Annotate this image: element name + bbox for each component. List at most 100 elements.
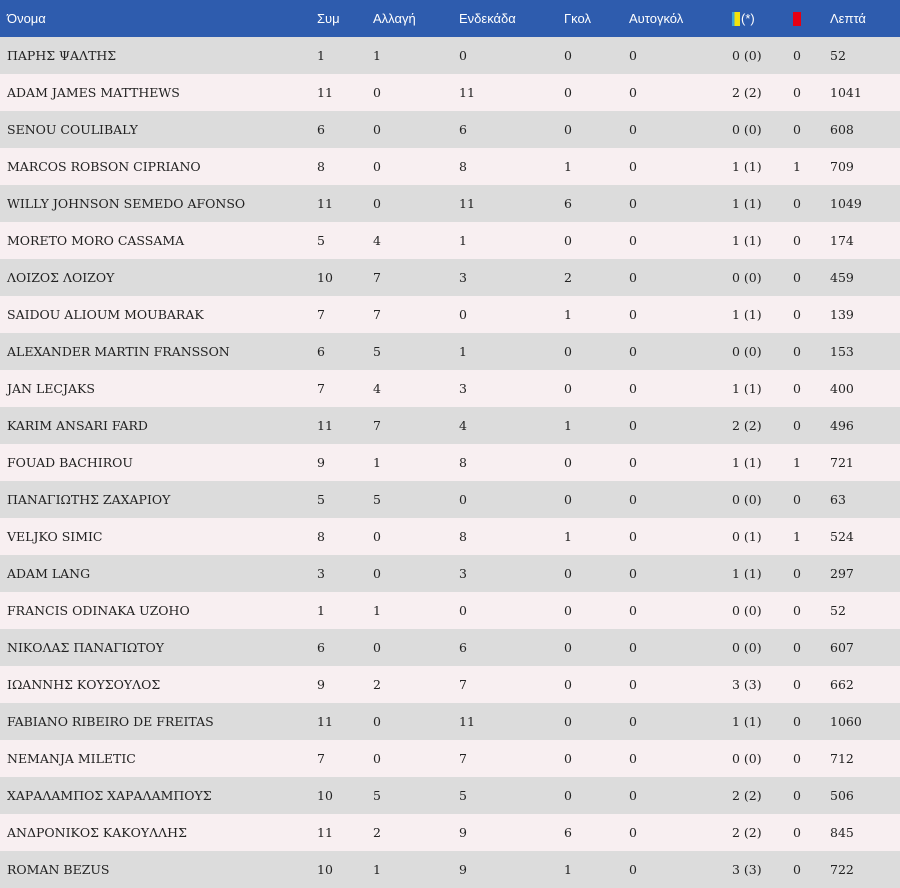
cell-own-goals: 0 (629, 307, 637, 322)
cell-minutes: 63 (830, 492, 846, 507)
cell-name[interactable]: ALEXANDER MARTIN FRANSSON (7, 344, 230, 359)
table-row: WILLY JOHNSON SEMEDO AFONSO 11 0 11 6 0 1 (1) 0… (0, 185, 900, 222)
table-row: ΙΩΑΝΝΗΣ ΚΟΥΣΟΥΛΟΣ 9 2 7 0 0 3 (3) 0 662 (0, 666, 900, 703)
cell-name[interactable]: NEMANJA MILETIC (7, 751, 136, 766)
cell-name[interactable]: ADAM LANG (7, 566, 91, 581)
table-row: SENOU COULIBALY 6 0 6 0 0 0 (0) 0 608 (0, 111, 900, 148)
cell-sub: 7 (373, 307, 381, 322)
cell-name[interactable]: ΠΑΡΗΣ ΨΑΛΤΗΣ (7, 48, 117, 63)
cell-starts: 1 (459, 344, 467, 359)
cell-name[interactable]: VELJKO SIMIC (7, 529, 103, 544)
cell-sub: 0 (373, 85, 381, 100)
header-yellow-cards[interactable]: (*) (732, 0, 793, 37)
header-yellow-suffix: (*) (741, 11, 755, 26)
cell-yellow-cards: 3 (3) (732, 862, 762, 877)
cell-name[interactable]: ΠΑΝΑΓΙΩΤΗΣ ΖΑΧΑΡΙΟΥ (7, 492, 171, 507)
cell-sub: 7 (373, 418, 381, 433)
cell-minutes: 400 (830, 381, 854, 396)
cell-red-cards: 0 (793, 677, 801, 692)
cell-apps: 11 (317, 714, 333, 729)
cell-own-goals: 0 (629, 603, 637, 618)
cell-sub: 2 (373, 677, 381, 692)
cell-starts: 4 (459, 418, 467, 433)
cell-minutes: 662 (830, 677, 854, 692)
cell-red-cards: 1 (793, 455, 801, 470)
cell-apps: 7 (317, 307, 325, 322)
cell-name[interactable]: SAIDOU ALIOUM MOUBARAK (7, 307, 204, 322)
cell-sub: 1 (373, 48, 381, 63)
cell-name[interactable]: MARCOS ROBSON CIPRIANO (7, 159, 201, 174)
table-row: ΠΑΝΑΓΙΩΤΗΣ ΖΑΧΑΡΙΟΥ 5 5 0 0 0 0 (0) 0 63 (0, 481, 900, 518)
cell-name[interactable]: ΝΙΚΟΛΑΣ ΠΑΝΑΓΙΩΤΟΥ (7, 640, 165, 655)
header-own-goals[interactable]: Αυτογκόλ (629, 11, 684, 26)
cell-red-cards: 0 (793, 196, 801, 211)
table-row: FOUAD BACHIROU 9 1 8 0 0 1 (1) 1 721 (0, 444, 900, 481)
cell-yellow-cards: 0 (0) (732, 640, 762, 655)
cell-minutes: 174 (830, 233, 854, 248)
cell-minutes: 608 (830, 122, 854, 137)
cell-minutes: 496 (830, 418, 854, 433)
cell-goals: 0 (564, 85, 572, 100)
table-row: ΑΝΔΡΟΝΙΚΟΣ ΚΑΚΟΥΛΛΗΣ 11 2 9 6 0 2 (2) 0 845 (0, 814, 900, 851)
cell-yellow-cards: 2 (2) (732, 825, 762, 840)
cell-red-cards: 0 (793, 862, 801, 877)
cell-goals: 1 (564, 307, 572, 322)
cell-apps: 3 (317, 566, 325, 581)
cell-goals: 0 (564, 751, 572, 766)
table-body: ΠΑΡΗΣ ΨΑΛΤΗΣ 1 1 0 0 0 0 (0) 0 52 ADAM JAMES MATT… (0, 37, 900, 888)
cell-red-cards: 1 (793, 529, 801, 544)
cell-name[interactable]: WILLY JOHNSON SEMEDO AFONSO (7, 196, 246, 211)
cell-sub: 0 (373, 159, 381, 174)
cell-red-cards: 0 (793, 344, 801, 359)
cell-name[interactable]: ΛΟΙΖΟΣ ΛΟΙΖΟΥ (7, 270, 115, 285)
cell-apps: 11 (317, 825, 333, 840)
cell-sub: 5 (373, 788, 381, 803)
cell-own-goals: 0 (629, 862, 637, 877)
cell-yellow-cards: 1 (1) (732, 714, 762, 729)
header-minutes[interactable]: Λεπτά (830, 11, 866, 26)
cell-sub: 1 (373, 862, 381, 877)
cell-sub: 0 (373, 751, 381, 766)
header-sub[interactable]: Αλλαγή (373, 11, 416, 26)
cell-yellow-cards: 0 (0) (732, 603, 762, 618)
cell-name[interactable]: ΧΑΡΑΛΑΜΠΟΣ ΧΑΡΑΛΑΜΠΟΥΣ (7, 788, 212, 803)
cell-goals: 0 (564, 714, 572, 729)
cell-goals: 0 (564, 455, 572, 470)
header-starts[interactable]: Ενδεκάδα (459, 11, 516, 26)
header-goals[interactable]: Γκολ (564, 11, 591, 26)
table-row: ALEXANDER MARTIN FRANSSON 6 5 1 0 0 0 (0) 0 153 (0, 333, 900, 370)
cell-yellow-cards: 1 (1) (732, 566, 762, 581)
cell-name[interactable]: FOUAD BACHIROU (7, 455, 133, 470)
cell-name[interactable]: ADAM JAMES MATTHEWS (7, 85, 180, 100)
cell-red-cards: 0 (793, 233, 801, 248)
header-red-cards[interactable] (793, 0, 830, 37)
cell-minutes: 722 (830, 862, 854, 877)
cell-name[interactable]: KARIM ANSARI FARD (7, 418, 148, 433)
cell-yellow-cards: 0 (0) (732, 270, 762, 285)
cell-name[interactable]: ΙΩΑΝΝΗΣ ΚΟΥΣΟΥΛΟΣ (7, 677, 161, 692)
cell-goals: 0 (564, 48, 572, 63)
cell-name[interactable]: FABIANO RIBEIRO DE FREITAS (7, 714, 214, 729)
cell-goals: 0 (564, 122, 572, 137)
header-name[interactable]: Όνομα (7, 11, 46, 26)
cell-sub: 0 (373, 196, 381, 211)
cell-apps: 7 (317, 751, 325, 766)
cell-name[interactable]: ROMAN BEZUS (7, 862, 110, 877)
cell-minutes: 524 (830, 529, 854, 544)
cell-own-goals: 0 (629, 159, 637, 174)
cell-sub: 5 (373, 344, 381, 359)
cell-own-goals: 0 (629, 714, 637, 729)
cell-name[interactable]: FRANCIS ODINAKA UZOHO (7, 603, 190, 618)
cell-name[interactable]: SENOU COULIBALY (7, 122, 138, 137)
cell-red-cards: 0 (793, 788, 801, 803)
cell-name[interactable]: MORETO MORO CASSAMA (7, 233, 185, 248)
cell-red-cards: 0 (793, 381, 801, 396)
cell-goals: 1 (564, 862, 572, 877)
cell-starts: 3 (459, 566, 467, 581)
cell-own-goals: 0 (629, 677, 637, 692)
cell-name[interactable]: ΑΝΔΡΟΝΙΚΟΣ ΚΑΚΟΥΛΛΗΣ (7, 825, 187, 840)
cell-name[interactable]: JAN LECJAKS (7, 381, 95, 396)
header-apps[interactable]: Συμ (317, 11, 340, 26)
cell-starts: 11 (459, 714, 475, 729)
